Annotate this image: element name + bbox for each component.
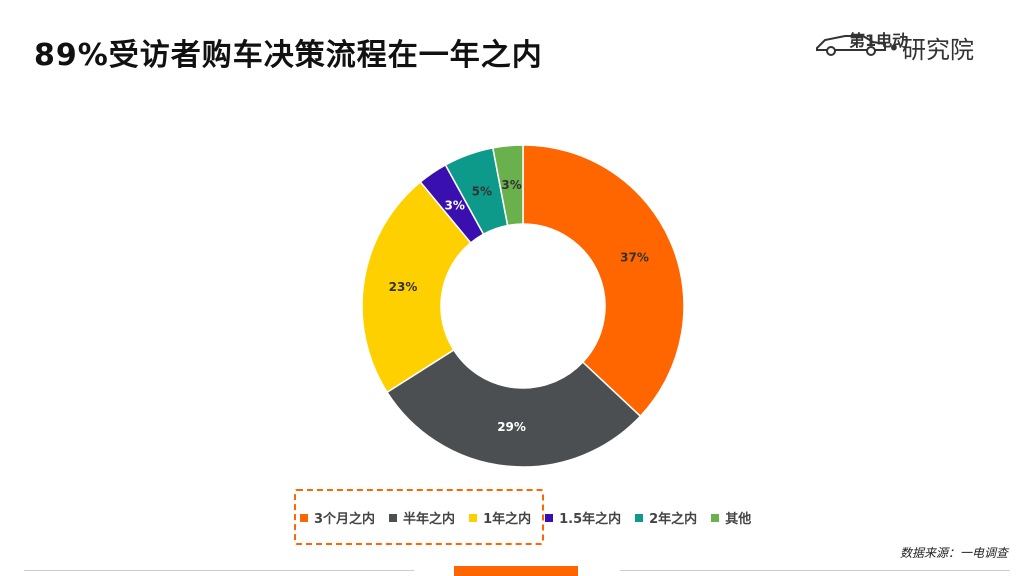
chart-legend: 3个月之内 半年之内 1年之内 1.5年之内 2年之内 其他 — [300, 508, 751, 527]
donut-slice-3 — [361, 180, 472, 394]
legend-item: 半年之内 — [389, 508, 455, 527]
logo-separator: • — [888, 36, 900, 60]
donut-slice-1 — [522, 144, 685, 418]
source-note: 数据来源：一电调查 — [899, 546, 1008, 560]
slice-data-label: 37% — [620, 251, 649, 265]
donut-chart: 37% 29% 23% 3% 5% 3% — [361, 144, 685, 468]
legend-label: 3个月之内 — [314, 512, 376, 527]
footer-accent-bar — [454, 566, 578, 576]
slice-data-label: 29% — [497, 420, 526, 434]
logo-suffix: 研究院 — [902, 36, 974, 64]
page-title: 89%受访者购车决策流程在一年之内 — [34, 38, 543, 73]
slice-data-label: 5% — [472, 185, 492, 199]
legend-swatch — [300, 513, 308, 522]
legend-highlight-box — [294, 489, 544, 545]
legend-label: 1年之内 — [483, 512, 532, 527]
legend-item: 3个月之内 — [300, 508, 375, 527]
footer-rule-right — [620, 570, 1010, 571]
legend-label: 1.5年之内 — [559, 512, 622, 527]
legend-swatch — [545, 513, 554, 522]
donut-slice-2 — [386, 348, 642, 468]
footer-rule-left — [24, 570, 414, 571]
slice-data-label: 3% — [501, 178, 521, 192]
legend-swatch — [711, 513, 720, 522]
car-icon — [816, 35, 886, 51]
donut-slice-6 — [491, 144, 524, 227]
legend-label: 其他 — [725, 512, 752, 527]
legend-label: 半年之内 — [403, 512, 456, 527]
legend-item: 1.5年之内 — [545, 508, 621, 527]
legend-item: 2年之内 — [635, 508, 697, 527]
legend-label: 2年之内 — [649, 512, 698, 527]
slice-data-label: 23% — [389, 280, 418, 294]
legend-item: 其他 — [711, 508, 751, 527]
legend-swatch — [635, 513, 644, 522]
legend-swatch — [389, 513, 398, 522]
wheel-icon — [866, 46, 876, 56]
brand-logo: 第1电动 — [816, 31, 908, 56]
slice-data-label: 3% — [445, 199, 465, 213]
brand-logo-text: 第1电动 — [849, 31, 908, 50]
legend-swatch — [469, 513, 478, 522]
wheel-icon — [826, 46, 836, 56]
legend-item: 1年之内 — [469, 508, 531, 527]
